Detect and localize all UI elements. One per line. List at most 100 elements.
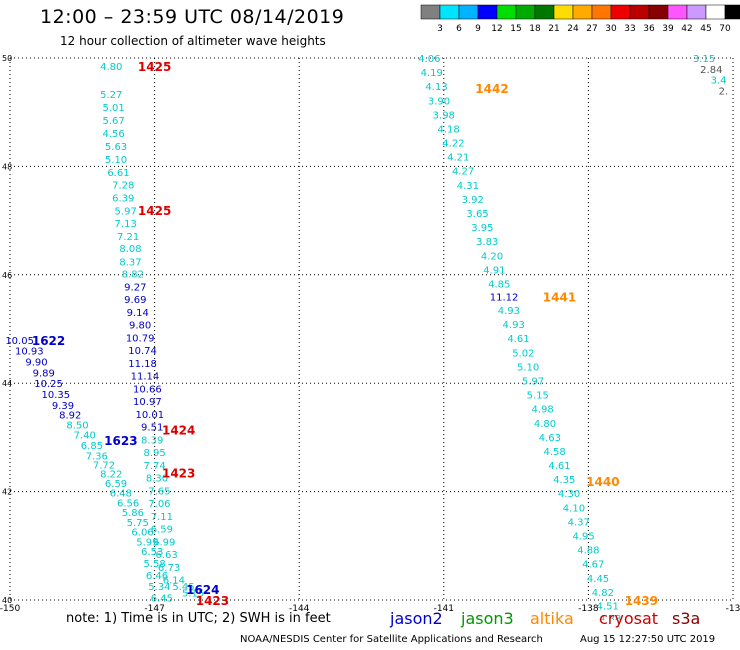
y-tick-label: 40: [2, 596, 12, 605]
wave-height-point: 7.40: [74, 431, 96, 442]
wave-height-point: 4.56: [102, 129, 124, 140]
legend-label: 24: [567, 24, 579, 34]
wave-height-point: 5.15: [182, 588, 204, 599]
wave-height-point: 7.13: [115, 219, 137, 230]
legend-label: 18: [529, 24, 541, 34]
wave-height-point: 10.79: [126, 334, 155, 345]
wave-height-point: 9.89: [33, 368, 55, 379]
wave-height-point: 8.92: [59, 411, 81, 422]
footer-generated-time: Aug 15 12:27:50 UTC 2019: [580, 634, 716, 645]
pass-time-label: 1425: [138, 60, 171, 74]
wave-height-point: 10.97: [133, 397, 162, 408]
wave-height-point: 7.11: [151, 512, 173, 523]
wave-height-point: 4.18: [437, 124, 459, 135]
y-tick-label: 50: [2, 54, 12, 63]
legend-swatch: [724, 4, 740, 20]
wave-height-point: 4.10: [563, 503, 585, 514]
wave-height-point: 4.51: [597, 601, 619, 612]
pass-time-label: 1624: [186, 583, 219, 597]
wave-height-point: 3.4: [711, 76, 727, 87]
wave-height-point: 2.84: [700, 65, 722, 76]
wave-height-point: 4.22: [442, 139, 464, 150]
wave-height-point: 5.97: [115, 206, 137, 217]
wave-height-point: 6.56: [117, 498, 139, 509]
legend-label: 6: [456, 24, 462, 34]
pass-time-label: 1440: [586, 475, 619, 489]
chart-title: 12:00 – 23:59 UTC 08/14/2019: [40, 6, 345, 28]
wave-height-point: 6.85: [81, 441, 103, 452]
wave-height-point: 5.45: [172, 582, 194, 593]
wave-height-point: 7.28: [112, 180, 134, 191]
wave-height-point: 4.58: [544, 447, 566, 458]
wave-height-point: 7.36: [86, 451, 108, 462]
wave-height-point: 6.46: [146, 571, 168, 582]
wave-height-point: 5.86: [122, 508, 144, 519]
wave-height-point: 11.12: [490, 292, 519, 303]
wave-height-point: 9.69: [124, 295, 146, 306]
wave-height-point: 10.01: [135, 410, 164, 421]
legend-label: 30: [605, 24, 617, 34]
wave-height-point: 11.14: [131, 372, 160, 383]
wave-height-point: 9.39: [52, 401, 74, 412]
satellite-label-s3a: s3a: [672, 609, 701, 628]
wave-height-point: 3.92: [462, 195, 484, 206]
wave-height-point: 5.67: [102, 116, 124, 127]
wave-height-point: 6.14: [163, 575, 185, 586]
wave-height-point: 4.85: [488, 279, 510, 290]
wave-height-point: 10.25: [34, 379, 63, 390]
wave-height-point: 7.65: [148, 487, 170, 498]
wave-height-point: 8.08: [119, 244, 141, 255]
footer-note: note: 1) Time is in UTC; 2) SWH is in fe…: [66, 611, 331, 626]
legend-label: 21: [548, 24, 559, 34]
pass-time-label: 1439: [625, 594, 658, 608]
wave-height-point: 9.90: [25, 358, 47, 369]
wave-height-point: 9.80: [129, 321, 151, 332]
satellite-label-jason2: jason2: [390, 609, 443, 628]
wave-height-point: 6.45: [151, 593, 173, 604]
pass-time-label: 1423: [196, 594, 229, 608]
legend-label: 9: [475, 24, 481, 34]
wave-height-point: 6.61: [107, 168, 129, 179]
wave-height-point: 3.90: [428, 96, 450, 107]
wave-height-point: 6.73: [158, 563, 180, 574]
wave-height-point: 11.18: [128, 359, 157, 370]
wave-height-point: 8.82: [122, 270, 144, 281]
wave-height-point: 4.67: [582, 560, 604, 571]
x-tick-label: -138: [578, 604, 599, 614]
wave-height-point: 4.95: [572, 532, 594, 543]
wave-height-point: 4.93: [498, 306, 520, 317]
x-tick-label: -13: [726, 604, 740, 614]
wave-height-point: 10.93: [15, 347, 44, 358]
wave-height-point: 5.58: [143, 559, 165, 570]
y-tick-label: 44: [2, 379, 12, 388]
wave-height-point: 7.06: [148, 499, 170, 510]
wave-height-point: 4.61: [548, 461, 570, 472]
wave-height-point: 8.50: [66, 420, 88, 431]
pass-time-label: 1425: [138, 204, 171, 218]
x-tick-label: -150: [0, 604, 20, 614]
wave-height-point: 8.39: [141, 436, 163, 447]
wave-height-point: 4.80: [534, 419, 556, 430]
satellite-label-jason3: jason3: [461, 609, 514, 628]
legend-label: 3: [437, 24, 443, 34]
pass-time-label: 1423: [162, 467, 195, 481]
wave-height-point: 4.88: [577, 546, 599, 557]
wave-height-point: 8.22: [100, 470, 122, 481]
wave-height-point: 4.35: [553, 475, 575, 486]
wave-height-point: 5.99: [136, 537, 158, 548]
wave-height-point: 4.06: [418, 54, 440, 65]
wave-height-point: 5.63: [105, 142, 127, 153]
pass-time-label: 1442: [475, 82, 508, 96]
pass-time-label: 1424: [162, 423, 195, 437]
wave-height-point: 9.27: [124, 283, 146, 294]
wave-height-point: 4.13: [425, 82, 447, 93]
wave-height-point: 3.65: [466, 209, 488, 220]
y-tick-label: 42: [2, 488, 12, 497]
wave-height-point: 3.15: [693, 54, 715, 65]
wave-height-point: 4.61: [507, 334, 529, 345]
wave-height-point: 10.74: [128, 346, 157, 357]
wave-height-point: 5.10: [105, 155, 127, 166]
wave-height-point: 10.05: [5, 336, 34, 347]
wave-height-point: 7.21: [117, 232, 139, 243]
wave-height-point: 5.02: [512, 348, 534, 359]
